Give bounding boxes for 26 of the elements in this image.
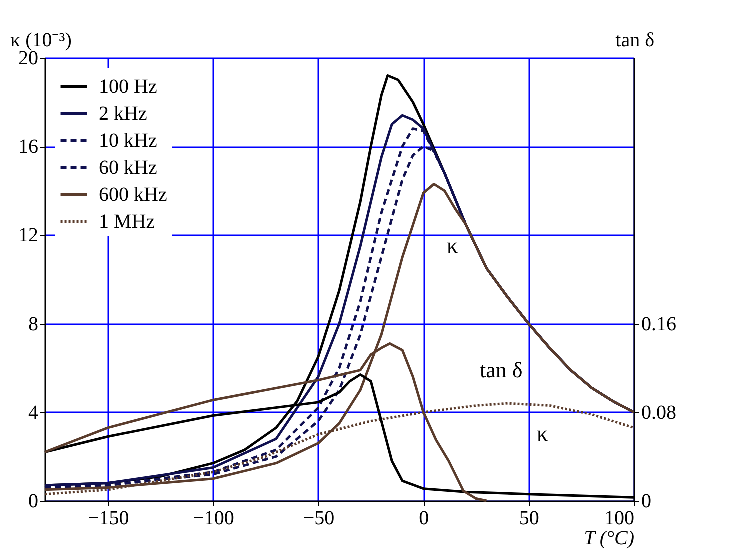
- legend-label: 60 kHz: [99, 157, 158, 179]
- y-tick-label: 0: [28, 490, 38, 512]
- x-tick-label: −50: [303, 508, 335, 530]
- y2-tick-label: 0.08: [642, 402, 676, 424]
- x-axis-title: T (°C): [584, 528, 635, 550]
- legend-label: 100 Hz: [99, 76, 158, 98]
- y2-axis-title: tan δ: [616, 30, 654, 52]
- y-tick-label: 16: [18, 136, 38, 158]
- x-tick-label: −150: [88, 508, 130, 530]
- x-tick-label: −100: [193, 508, 234, 530]
- legend-label: 2 kHz: [99, 103, 148, 125]
- annotation: κ: [447, 233, 458, 258]
- y-tick-label: 4: [28, 402, 38, 424]
- x-tick-label: 0: [419, 508, 430, 530]
- y-tick-label: 8: [28, 313, 38, 336]
- x-tick-label: 100: [604, 508, 634, 530]
- y2-tick-label: 0.16: [642, 313, 676, 336]
- legend-label: 600 kHz: [99, 184, 168, 206]
- x-tick-label: 50: [519, 508, 540, 530]
- annotation: κ: [537, 421, 548, 446]
- annotation: tan δ: [480, 358, 523, 383]
- legend-label: 10 kHz: [99, 130, 158, 152]
- y-axis-title: κ (10⁻³): [10, 30, 72, 52]
- y-tick-label: 12: [18, 224, 38, 247]
- y2-tick-label: 0: [642, 490, 652, 512]
- legend-label: 1 MHz: [99, 211, 156, 233]
